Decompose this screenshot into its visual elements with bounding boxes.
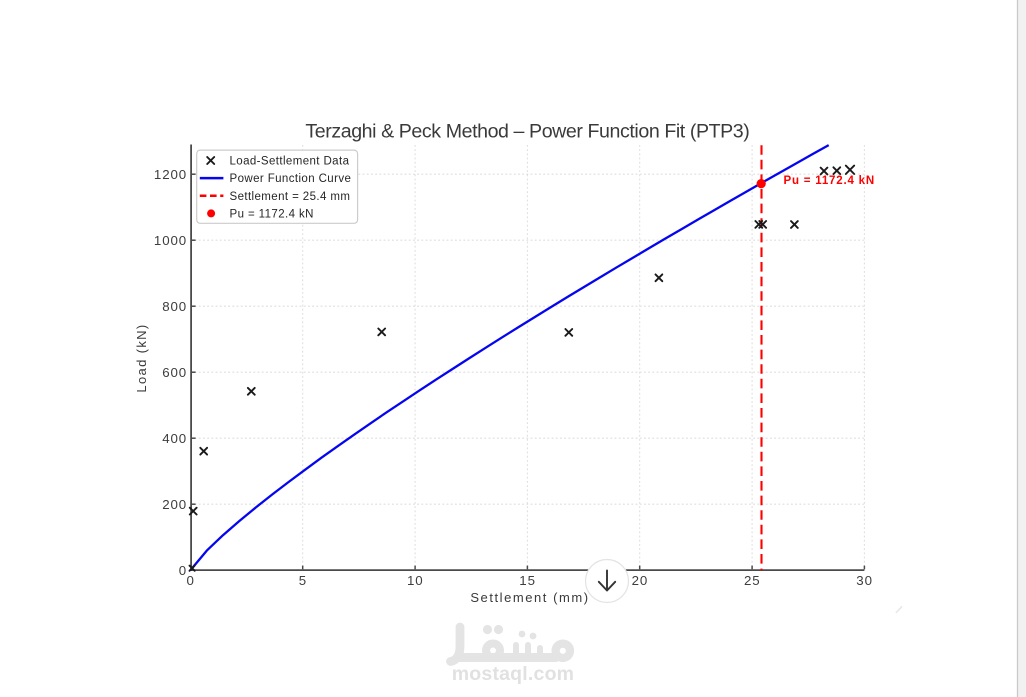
svg-text:Load-Settlement Data: Load-Settlement Data	[230, 156, 350, 168]
svg-text:Load (kN): Load (kN)	[134, 323, 149, 392]
svg-text:600: 600	[162, 365, 187, 380]
svg-text:10: 10	[407, 573, 424, 588]
svg-text:30: 30	[856, 573, 873, 588]
svg-text:Pu = 1172.4 kN: Pu = 1172.4 kN	[230, 209, 314, 221]
svg-text:Pu = 1172.4 kN: Pu = 1172.4 kN	[784, 175, 875, 187]
svg-text:400: 400	[162, 431, 187, 446]
svg-text:Settlement (mm): Settlement (mm)	[470, 590, 589, 605]
svg-text:Power Function Curve: Power Function Curve	[230, 173, 352, 185]
svg-text:0: 0	[179, 563, 187, 578]
svg-text:800: 800	[162, 299, 187, 314]
svg-text:1200: 1200	[154, 167, 187, 182]
svg-text:1000: 1000	[154, 233, 187, 248]
svg-text:Terzaghi & Peck Method – Power: Terzaghi & Peck Method – Power Function …	[305, 121, 749, 143]
svg-text:25: 25	[744, 573, 761, 588]
svg-text:mostaql.com: mostaql.com	[452, 663, 574, 685]
svg-text:Settlement = 25.4 mm: Settlement = 25.4 mm	[230, 191, 351, 203]
svg-text:200: 200	[162, 497, 187, 512]
svg-text:15: 15	[519, 573, 536, 588]
svg-text:0: 0	[186, 573, 194, 588]
svg-text:20: 20	[632, 573, 649, 588]
svg-text:5: 5	[299, 573, 307, 588]
